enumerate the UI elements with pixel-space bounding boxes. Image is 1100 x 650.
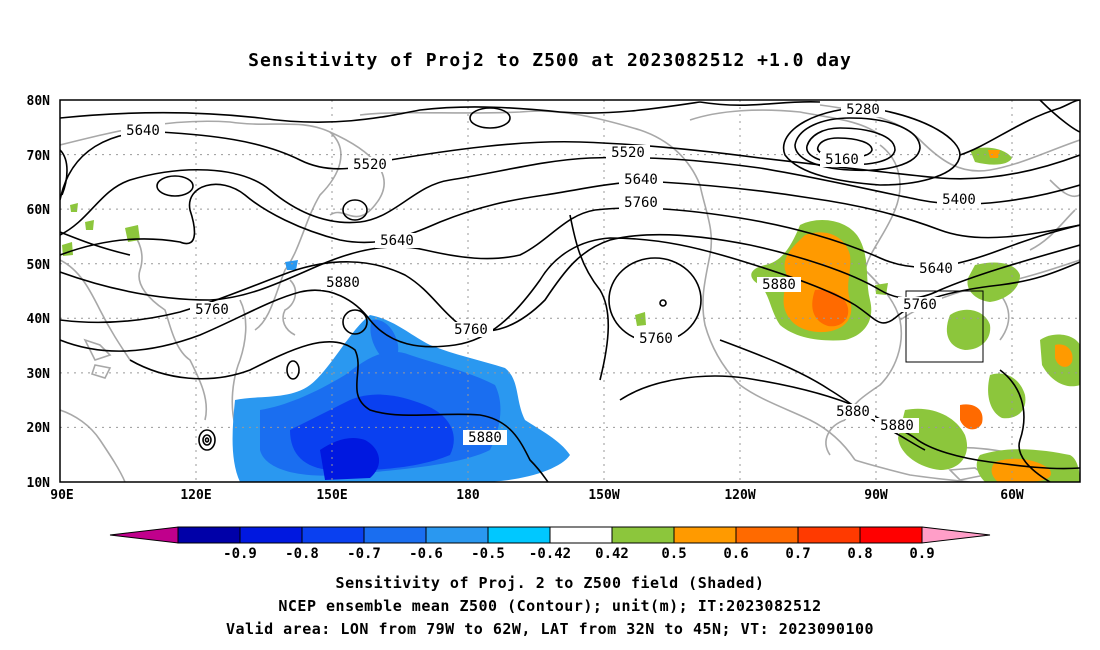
lat-label: 20N	[27, 421, 51, 436]
colorbar-swatch	[177, 526, 241, 544]
contour-label: 5280	[846, 102, 880, 118]
caption-valid-area: Valid area: LON from 79W to 62W, LAT fro…	[225, 620, 875, 638]
contour-label: 5760	[624, 195, 658, 211]
colorbar-tick-label: -0.5	[471, 546, 505, 560]
lon-label: 150E	[316, 488, 347, 503]
contour-label: 5880	[880, 418, 914, 434]
contour-label: 5640	[919, 261, 953, 277]
colorbar-swatch	[549, 526, 613, 544]
contour-label: 5760	[639, 331, 673, 347]
contour-label: 5880	[326, 275, 360, 291]
colorbar-swatch	[301, 526, 365, 544]
contour-label: 5880	[762, 277, 796, 293]
colorbar-swatch	[735, 526, 799, 544]
colorbar-tick-label: -0.7	[347, 546, 381, 560]
chart-title: Sensitivity of Proj2 to Z500 at 20230825…	[248, 50, 852, 71]
caption-contour: NCEP ensemble mean Z500 (Contour); unit(…	[278, 597, 822, 615]
lat-label: 60N	[27, 203, 51, 218]
contour-label: 5760	[454, 322, 488, 338]
colorbar-tick-label: -0.42	[529, 546, 571, 560]
contour-label: 5160	[825, 152, 859, 168]
colorbar-swatch	[797, 526, 861, 544]
colorbar-tick-label: -0.8	[285, 546, 319, 560]
contour-label: 5520	[353, 157, 387, 173]
caption-shaded: Sensitivity of Proj. 2 to Z500 field (Sh…	[335, 574, 765, 592]
contour-label: 5400	[942, 192, 976, 208]
lon-label: 90E	[50, 488, 73, 503]
colorbar-tick-label: -0.9	[223, 546, 257, 560]
colorbar-swatch	[673, 526, 737, 544]
contour-label: 5640	[126, 123, 160, 139]
colorbar-tick-label: -0.6	[409, 546, 443, 560]
sensitivity-map: 5640 5520 5520 5640 5760 5640 5760 5880 …	[27, 94, 1081, 560]
lon-label: 90W	[864, 488, 888, 503]
colorbar-tick-label: 0.7	[785, 546, 810, 560]
lat-label: 40N	[27, 312, 51, 327]
lat-label: 50N	[27, 258, 51, 273]
lon-label: 120W	[724, 488, 755, 503]
colorbar-swatch	[239, 526, 303, 544]
lat-label: 10N	[27, 476, 51, 491]
lon-label: 60W	[1000, 488, 1024, 503]
latitude-labels: 80N 70N 60N 50N 40N 30N 20N 10N	[27, 94, 51, 491]
positive-sensitivity-shading	[62, 147, 1080, 482]
colorbar-tick-label: 0.42	[595, 546, 629, 560]
colorbar-swatch	[611, 526, 675, 544]
lon-label: 180	[456, 488, 480, 503]
contour-label: 5640	[380, 233, 414, 249]
contour-labels: 5640 5520 5520 5640 5760 5640 5760 5880 …	[121, 102, 981, 446]
lat-label: 30N	[27, 367, 51, 382]
lat-lon-grid	[60, 100, 1080, 482]
colorbar-tick-label: 0.9	[909, 546, 934, 560]
contour-label: 5760	[195, 302, 229, 318]
lat-label: 80N	[27, 94, 51, 109]
contour-label: 5520	[611, 145, 645, 161]
colorbar-swatch	[859, 526, 923, 544]
colorbar-max-arrow	[921, 526, 991, 544]
colorbar-swatch	[363, 526, 427, 544]
lat-label: 70N	[27, 149, 51, 164]
colorbar: -0.9 -0.8 -0.7 -0.6 -0.5 -0.42 0.42 0.5 0.6 0.7 0.…	[109, 526, 991, 560]
contour-label: 5760	[903, 297, 937, 313]
longitude-labels: 90E 120E 150E 180 150W 120W 90W 60W	[50, 488, 1024, 503]
valid-area-box	[905, 290, 984, 363]
contour-label: 5640	[624, 172, 658, 188]
lon-label: 120E	[180, 488, 211, 503]
colorbar-swatch	[425, 526, 489, 544]
lon-label: 150W	[588, 488, 619, 503]
contour-label: 5880	[836, 404, 870, 420]
colorbar-swatch	[487, 526, 551, 544]
colorbar-tick-label: 0.6	[723, 546, 748, 560]
contour-label: 5880	[468, 430, 502, 446]
colorbar-tick-label: 0.8	[847, 546, 872, 560]
colorbar-min-arrow	[109, 526, 179, 544]
colorbar-tick-label: 0.5	[661, 546, 686, 560]
